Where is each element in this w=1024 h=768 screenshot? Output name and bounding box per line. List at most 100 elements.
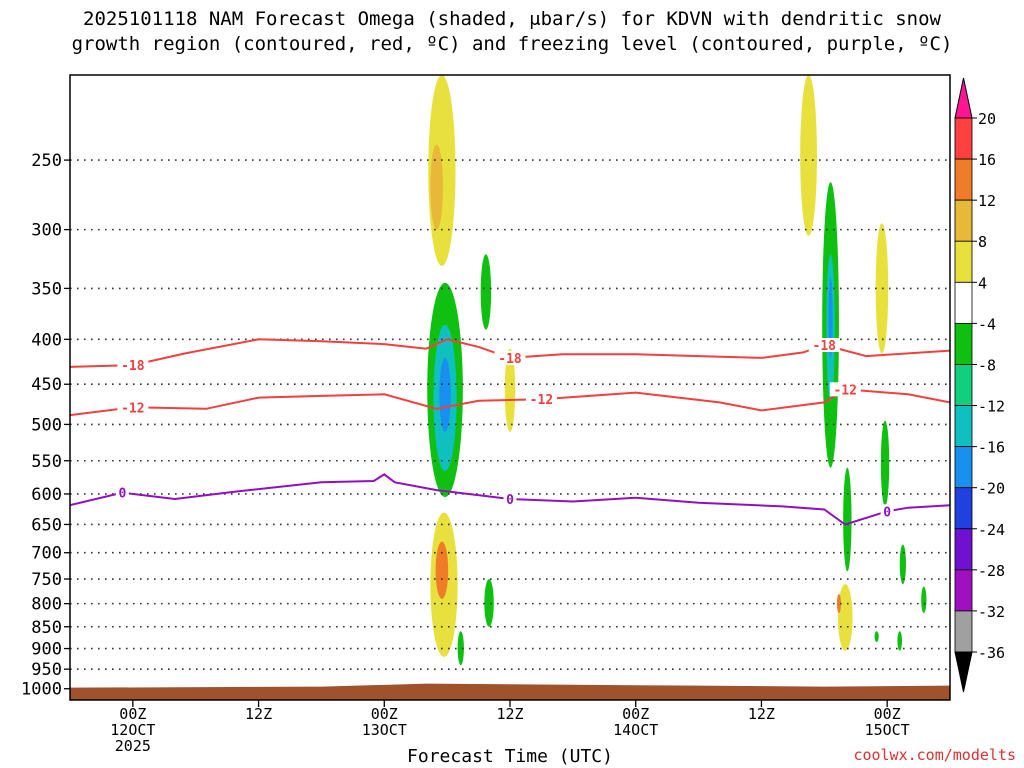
colorbar-segment-10: [954, 528, 973, 571]
x-tick-label-5-0: 12Z: [748, 705, 775, 723]
colorbar-label-8: -16: [978, 439, 1005, 457]
y-tick-label-900: 900: [31, 640, 62, 660]
colorbar-segment-0: [954, 117, 973, 160]
colorbar-label-3: 8: [978, 233, 987, 251]
y-tick-label-1000: 1000: [21, 680, 62, 700]
x-tick-label-0-2: 2025: [115, 737, 151, 755]
y-tick-label-400: 400: [31, 330, 62, 350]
isotherm-label--12-1: -12: [530, 393, 553, 408]
y-tick-label-800: 800: [31, 595, 62, 615]
title-line-1: 2025101118 NAM Forecast Omega (shaded, μ…: [83, 8, 941, 30]
isotherm-line--18: [70, 338, 950, 368]
omega-cell-14: [828, 277, 833, 358]
colorbar-segment-8: [954, 446, 973, 489]
omega-cell-20: [899, 544, 906, 585]
x-tick-label-4-1: 14OCT: [613, 721, 658, 739]
x-tick-label-0-1: 12OCT: [110, 721, 155, 739]
colorbar-label-5: -4: [978, 315, 996, 333]
colorbar-segment-9: [954, 487, 973, 530]
omega-cell-21: [921, 586, 927, 614]
omega-cell-17: [880, 420, 890, 507]
omega-cell-15: [843, 467, 852, 572]
x-tick-label-6-0: 00Z: [874, 705, 901, 723]
x-tick-label-4-0: 00Z: [622, 705, 649, 723]
omega-cell-4: [439, 357, 451, 432]
x-tick-label-1-0: 12Z: [245, 705, 272, 723]
isotherm-label-bg-0-1: [503, 491, 517, 506]
isotherm-label-bg--12-2: [829, 382, 861, 397]
omega-cell-9: [484, 579, 494, 627]
colorbar-bottom-arrow: [954, 651, 973, 693]
y-tick-label-550: 550: [31, 452, 62, 472]
isotherm-label--12-2: -12: [833, 383, 856, 398]
isotherm-label--18-2: -18: [813, 339, 837, 354]
omega-cell-19: [836, 593, 841, 614]
colorbar-segment-12: [954, 610, 973, 653]
y-tick-label-850: 850: [31, 618, 62, 638]
plot-layer: -18 -18 -18 -12 -12 -12 0 0 0: [70, 75, 950, 700]
omega-cell-5: [480, 254, 492, 330]
colorbar-segment-11: [954, 569, 973, 612]
omega-cell-10: [457, 631, 464, 666]
isotherm-label--18-0: -18: [121, 359, 145, 374]
x-tick-label-0-0: 00Z: [119, 705, 146, 723]
isotherm-label-bg-0-0: [115, 485, 129, 500]
isotherm-label-0-1: 0: [506, 493, 514, 508]
omega-cell-23: [874, 631, 879, 643]
x-tick-label-3-0: 12Z: [496, 705, 523, 723]
colorbar-top-arrow: [954, 77, 973, 119]
ground-fill: [70, 683, 950, 700]
x-tick-label-6-1: 15OCT: [865, 721, 910, 739]
isotherm-label-0-0: 0: [118, 487, 126, 502]
colorbar-label-4: 4: [978, 274, 987, 292]
colorbar-label-9: -20: [978, 480, 1005, 498]
colorbar-label-6: -8: [978, 356, 996, 374]
y-tick-label-700: 700: [31, 544, 62, 564]
colorbar-label-7: -12: [978, 398, 1005, 416]
colorbar-segment-3: [954, 240, 973, 283]
colorbar-segment-7: [954, 405, 973, 448]
y-tick-label-950: 950: [31, 660, 62, 680]
colorbar-segment-4: [954, 281, 973, 324]
isotherm-label-bg--18-1: [494, 350, 526, 365]
omega-cell-11: [800, 75, 817, 236]
omega-cell-8: [435, 541, 449, 599]
isotherm-label-0-2: 0: [883, 505, 891, 520]
y-tick-label-350: 350: [31, 279, 62, 299]
isotherm-label--12-0: -12: [121, 401, 144, 416]
isotherm-label-bg--12-0: [117, 400, 149, 415]
colorbar-segment-1: [954, 158, 973, 201]
isotherm-label-bg--12-1: [525, 392, 557, 407]
omega-cell-16: [875, 223, 889, 354]
colorbar-segment-5: [954, 322, 973, 365]
credit-text: coolwx.com/modelts: [853, 746, 1016, 764]
y-tick-label-600: 600: [31, 485, 62, 505]
colorbar-label-12: -32: [978, 603, 1005, 621]
isotherm-label--18-1: -18: [498, 352, 522, 367]
colorbar-label-11: -28: [978, 562, 1005, 580]
y-tick-label-500: 500: [31, 415, 62, 435]
y-tick-label-750: 750: [31, 570, 62, 590]
colorbar-segment-6: [954, 364, 973, 406]
omega-cell-1: [430, 144, 443, 230]
omega-cell-6: [504, 348, 516, 432]
isotherm-label-bg--18-2: [808, 337, 840, 352]
x-axis-label: Forecast Time (UTC): [407, 746, 613, 767]
colorbar-label-0: 20: [978, 110, 996, 128]
chart-title: 2025101118 NAM Forecast Omega (shaded, μ…: [0, 7, 1024, 57]
omega-cell-18: [837, 584, 853, 651]
isotherm-label-bg--18-0: [117, 358, 149, 373]
colorbar-label-13: -36: [978, 644, 1005, 662]
y-tick-label-450: 450: [31, 375, 62, 395]
x-tick-label-2-0: 00Z: [371, 705, 398, 723]
title-line-2: growth region (contoured, red, ºC) and f…: [71, 33, 953, 55]
isotherm-label-bg-0-2: [880, 504, 894, 519]
omega-cell-22: [897, 631, 903, 651]
colorbar-label-2: 12: [978, 192, 996, 210]
y-tick-label-300: 300: [31, 221, 62, 241]
y-tick-label-250: 250: [31, 151, 62, 171]
colorbar-label-10: -24: [978, 521, 1005, 539]
colorbar-segment-2: [954, 199, 973, 242]
